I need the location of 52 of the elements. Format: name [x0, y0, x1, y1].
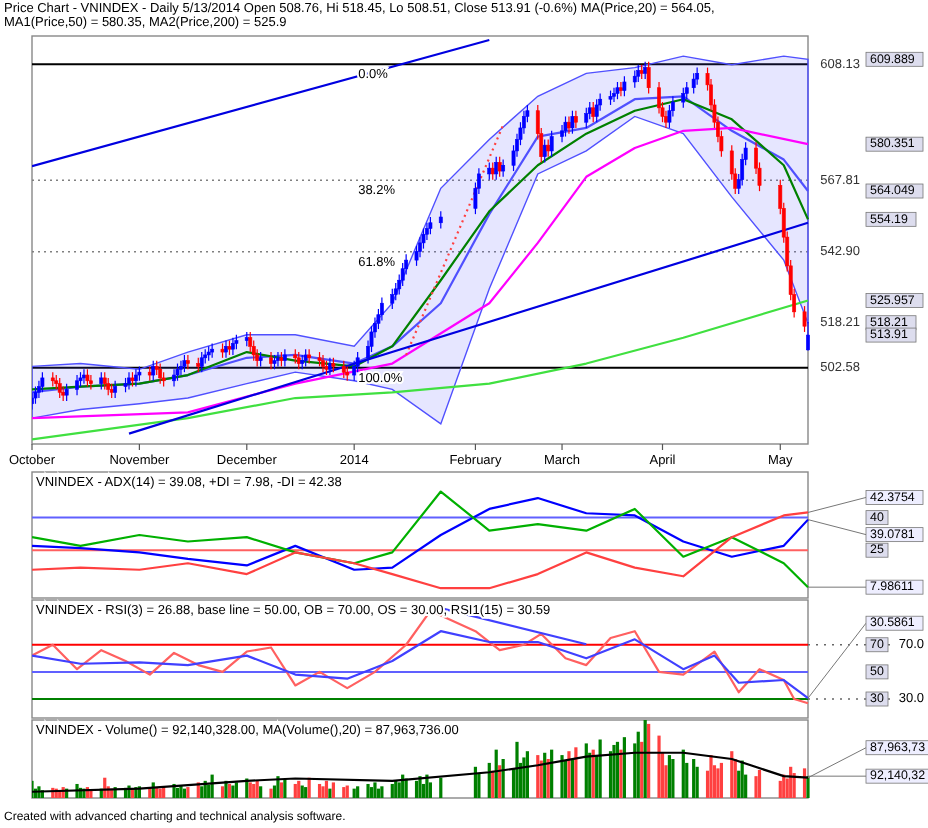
candlestick	[584, 107, 589, 129]
candlestick	[667, 104, 672, 129]
candlestick	[179, 360, 183, 376]
candlestick	[691, 72, 696, 95]
candlestick	[501, 158, 506, 178]
line-series	[32, 496, 810, 571]
candlestick	[82, 368, 86, 385]
candlestick	[594, 98, 599, 123]
candlestick	[612, 87, 616, 103]
line-series	[32, 490, 810, 589]
candlestick	[802, 305, 807, 333]
candlestick	[307, 348, 312, 365]
candlestick	[421, 227, 426, 250]
candlestick	[619, 81, 623, 97]
candlestick	[40, 371, 45, 393]
candlestick	[352, 360, 357, 382]
candlestick	[418, 236, 422, 258]
candlestick	[497, 156, 502, 178]
candlestick	[231, 337, 235, 356]
candlestick	[127, 371, 131, 391]
candlestick	[560, 124, 564, 143]
candlestick	[75, 374, 79, 396]
line-series	[32, 511, 810, 590]
candlestick	[681, 87, 686, 109]
candlestick	[414, 245, 419, 267]
candlestick	[425, 222, 429, 241]
candlestick	[570, 110, 575, 135]
candlestick	[657, 81, 661, 115]
line-series	[32, 299, 810, 441]
candlestick	[355, 351, 360, 373]
candlestick	[88, 374, 93, 391]
candlestick	[622, 75, 627, 97]
candlestick	[269, 351, 273, 370]
candlestick	[573, 110, 578, 129]
candlestick	[224, 339, 228, 359]
candlestick	[210, 342, 215, 359]
candlestick	[321, 354, 325, 373]
candlestick	[134, 368, 138, 388]
line-series	[32, 630, 810, 700]
candlestick	[379, 296, 384, 322]
candlestick	[400, 262, 405, 287]
candlestick	[563, 115, 568, 138]
candlestick	[37, 380, 41, 399]
candlestick	[390, 288, 395, 310]
candlestick	[251, 339, 256, 362]
line-series	[32, 126, 810, 420]
candlestick	[806, 321, 810, 352]
candlestick	[57, 377, 62, 399]
candlestick	[185, 354, 190, 370]
candlestick	[276, 351, 280, 368]
candlestick	[695, 67, 700, 86]
candlestick	[172, 368, 176, 388]
